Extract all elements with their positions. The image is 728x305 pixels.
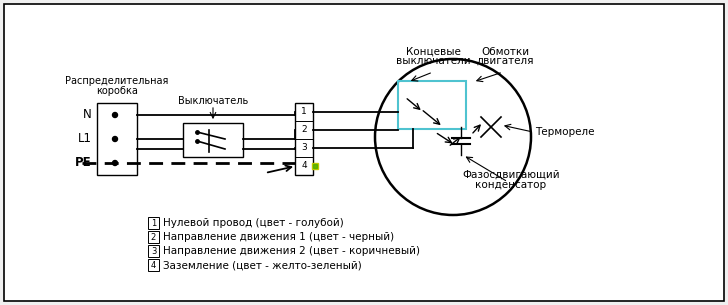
Text: Распределительная: Распределительная [66, 76, 169, 86]
Text: Фазосдвигающий: Фазосдвигающий [462, 170, 560, 180]
Text: Концевые: Концевые [405, 47, 460, 57]
Text: 2: 2 [151, 232, 156, 242]
Text: 3: 3 [151, 246, 157, 256]
Circle shape [375, 59, 531, 215]
Bar [148, 245, 159, 257]
Text: 2: 2 [301, 125, 306, 135]
Circle shape [113, 160, 117, 166]
Text: выключатели: выключатели [396, 56, 470, 66]
Bar [97, 103, 137, 175]
Text: коробка: коробка [96, 86, 138, 96]
Text: 3: 3 [301, 143, 307, 152]
Text: Заземление (цвет - желто-зеленый): Заземление (цвет - желто-зеленый) [163, 260, 362, 270]
Circle shape [113, 113, 117, 117]
Text: Направление движения 2 (цвет - коричневый): Направление движения 2 (цвет - коричневы… [163, 246, 420, 256]
Text: Направление движения 1 (цвет - черный): Направление движения 1 (цвет - черный) [163, 232, 394, 242]
Text: Термореле: Термореле [535, 127, 595, 137]
Text: 4: 4 [301, 162, 306, 170]
Bar [148, 217, 159, 229]
Circle shape [113, 137, 117, 142]
Text: PE: PE [76, 156, 92, 170]
Bar [183, 123, 243, 157]
Text: L1: L1 [78, 132, 92, 145]
Bar [398, 81, 466, 129]
Text: Обмотки: Обмотки [481, 47, 529, 57]
Text: Нулевой провод (цвет - голубой): Нулевой провод (цвет - голубой) [163, 218, 344, 228]
Text: Выключатель: Выключатель [178, 96, 248, 106]
Text: 1: 1 [151, 218, 156, 228]
Bar [148, 231, 159, 243]
Bar [148, 259, 159, 271]
Bar [295, 103, 313, 175]
Text: конденсатор: конденсатор [475, 180, 547, 190]
Text: N: N [83, 109, 92, 121]
Text: двигателя: двигателя [476, 56, 534, 66]
Text: 4: 4 [151, 260, 156, 270]
Text: 1: 1 [301, 107, 307, 117]
